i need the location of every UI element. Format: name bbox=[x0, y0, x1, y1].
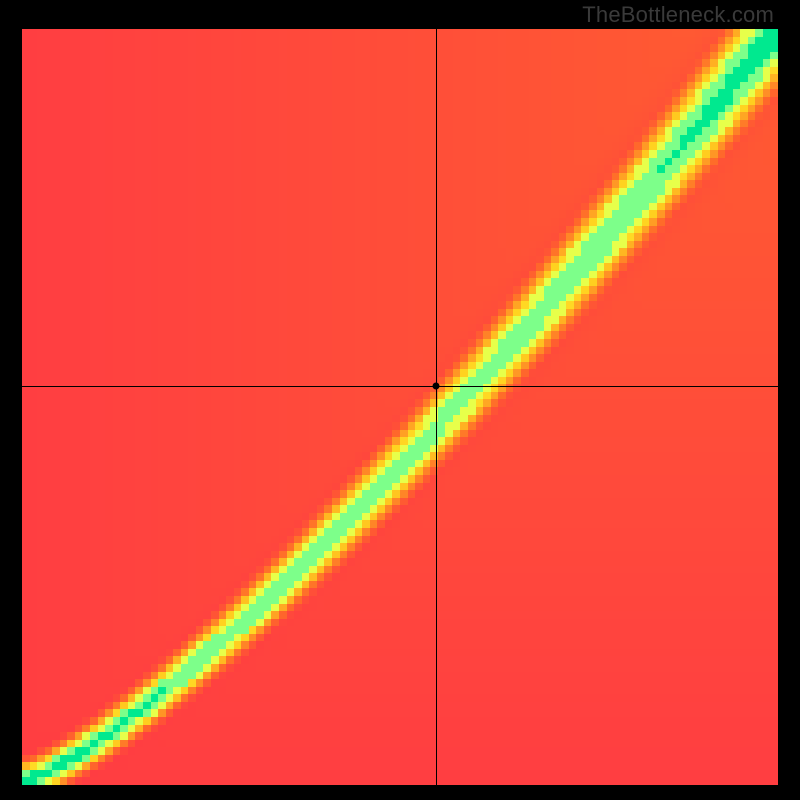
watermark-text: TheBottleneck.com bbox=[582, 2, 774, 28]
bottleneck-heatmap bbox=[22, 29, 778, 785]
chart-frame: TheBottleneck.com bbox=[0, 0, 800, 800]
crosshair-marker bbox=[433, 382, 440, 389]
crosshair-horizontal bbox=[22, 386, 778, 387]
crosshair-vertical bbox=[436, 29, 437, 785]
